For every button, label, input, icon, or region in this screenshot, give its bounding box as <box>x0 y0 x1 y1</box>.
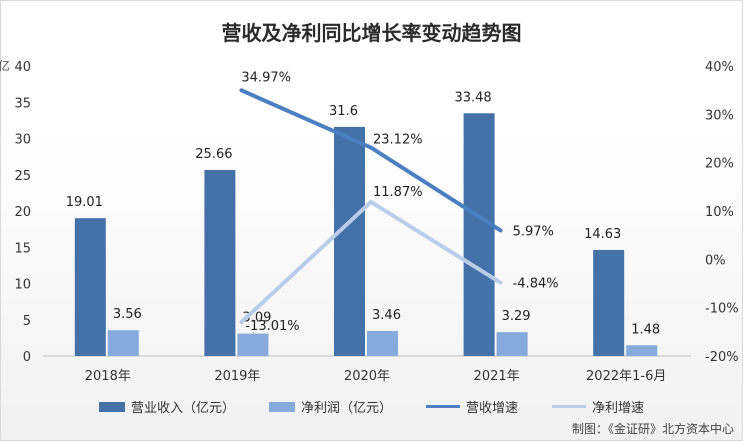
legend: 营业收入（亿元） 净利润（亿元） 营收增速 净利增速 <box>1 397 742 416</box>
bar-data-label: 14.63 <box>584 227 621 242</box>
legend-label-net-profit: 净利润（亿元） <box>300 401 392 416</box>
bar-revenue <box>74 218 106 356</box>
bar-net-profit <box>626 345 658 356</box>
y-tick-label: 25 <box>14 169 31 184</box>
bar-data-label: 31.6 <box>329 104 358 119</box>
legend-label-revenue: 营业收入（亿元） <box>130 401 235 416</box>
bar-net-profit <box>237 333 269 356</box>
legend-item-profit-growth: 净利增速 <box>552 397 644 416</box>
bar-data-label: 1.48 <box>631 322 660 337</box>
bar-net-profit <box>107 330 139 356</box>
y2-tick-label: 20% <box>705 157 734 172</box>
chart-title: 营收及净利同比增长率变动趋势图 <box>221 21 522 45</box>
legend-item-revenue-growth: 营收增速 <box>426 397 518 416</box>
y-tick-label: 10 <box>14 278 31 293</box>
y-tick-label: 0 <box>23 350 31 365</box>
bar-data-label: 3.56 <box>113 307 142 322</box>
line-revenue-growth <box>239 88 503 233</box>
x-tick-label: 2022年1-6月 <box>586 369 666 384</box>
bar-data-label: 25.66 <box>195 147 232 162</box>
bar-data-label: 3.29 <box>502 309 531 324</box>
legend-swatch-revenue <box>98 401 125 412</box>
y2-tick-label: 40% <box>705 60 734 75</box>
bar-data-label: 33.48 <box>454 90 491 105</box>
line-data-label: -13.01% <box>245 319 299 334</box>
legend-label-revenue-growth: 营收增速 <box>466 401 519 416</box>
legend-item-net-profit: 净利润（亿元） <box>268 397 392 416</box>
y-tick-label: 15 <box>14 241 31 256</box>
line-data-label: -4.84% <box>513 277 559 292</box>
y-tick-label: 30 <box>14 133 31 148</box>
y-tick-label: 5 <box>23 314 31 329</box>
legend-label-profit-growth: 净利增速 <box>592 401 645 416</box>
x-tick-label: 2021年 <box>474 369 520 384</box>
y2-tick-label: 10% <box>705 205 734 220</box>
credit-text: 制图：《金证研》北方资本中心 <box>571 422 734 436</box>
bar-data-label: 19.01 <box>66 195 103 210</box>
bar-net-profit <box>367 330 398 356</box>
line-data-label: 23.12% <box>373 133 423 148</box>
y2-tick-label: -20% <box>705 350 739 365</box>
y2-tick-label: 30% <box>705 108 734 123</box>
bar-data-label: 3.46 <box>372 308 401 323</box>
y-tick-label: 35 <box>14 96 31 111</box>
legend-swatch-revenue-growth <box>426 405 460 408</box>
bar-net-profit <box>496 332 528 356</box>
legend-swatch-profit-growth <box>552 405 587 408</box>
x-tick-label: 2019年 <box>214 369 260 384</box>
y-tick-label: 40 <box>14 60 31 75</box>
legend-item-revenue: 营业收入（亿元） <box>98 397 235 416</box>
x-tick-label: 2018年 <box>85 369 131 384</box>
bar-revenue <box>593 249 625 356</box>
bar-revenue <box>463 113 495 357</box>
bar-revenue <box>334 126 365 357</box>
bar-revenue <box>204 169 236 356</box>
line-data-label: 11.87% <box>373 185 423 200</box>
line-data-label: 5.97% <box>513 224 554 239</box>
legend-swatch-net-profit <box>268 401 295 412</box>
left-axis-clipped-label: 亿 <box>0 59 11 73</box>
y2-tick-label: -10% <box>705 302 739 317</box>
y2-tick-label: 0% <box>705 253 726 268</box>
x-tick-label: 2020年 <box>344 369 390 384</box>
line-data-label: 34.97% <box>241 70 291 85</box>
y-tick-label: 20 <box>14 205 31 220</box>
line-profit-growth <box>239 199 503 325</box>
